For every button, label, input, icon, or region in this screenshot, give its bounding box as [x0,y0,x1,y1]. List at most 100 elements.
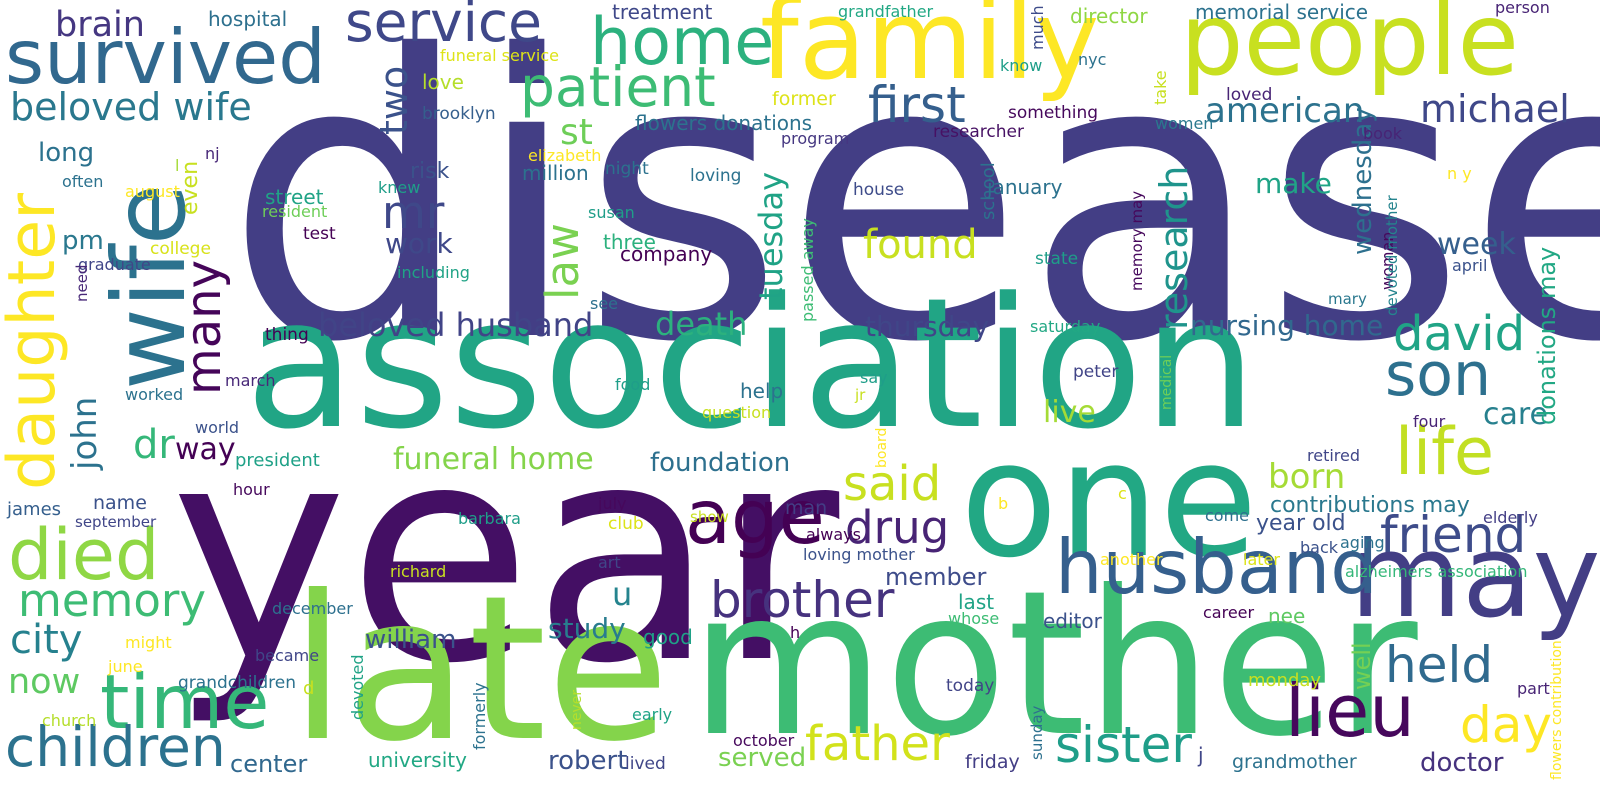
word-found: found [863,222,978,268]
word-funeral-service: funeral service [440,46,559,65]
word-born: born [1268,457,1346,497]
word-l: l [175,156,180,175]
word-c: c [1118,484,1127,503]
word-michael: michael [1420,87,1570,131]
word-another: another [1100,550,1163,569]
word-show: show [690,508,729,526]
word-worked: worked [125,385,184,404]
word-friday: friday [965,751,1020,773]
word-resident: resident [262,202,328,221]
word-u: u [612,575,633,613]
word-elderly: elderly [1483,508,1538,527]
word-president: president [235,450,320,471]
word-beloved-husband: beloved husband [318,306,594,344]
word-memory: memory [18,574,207,627]
word-became: became [255,646,320,665]
word-university: university [368,748,467,772]
word-program: program [781,129,850,148]
word-week: week [1437,227,1516,262]
word-state: state [1035,249,1079,269]
word-question: question [702,403,772,422]
word-barbara: barbara [458,509,521,528]
word-know: know [1000,56,1043,75]
word-contributions-may: contributions may [1270,493,1470,518]
word-loving-mother: loving mother [803,545,915,564]
word-nyc: nyc [1078,50,1107,69]
word-john: john [65,396,105,470]
word-nee: nee [1268,604,1306,628]
word-memory-may: memory may [1128,190,1146,291]
word-pm: pm [62,226,104,256]
word-even: even [178,160,203,215]
word-love: love [422,70,464,94]
word-mother: mother [690,548,1418,781]
word-board: board [874,427,890,468]
word-work: work [385,227,453,260]
word-retired: retired [1307,446,1361,465]
word-street: street [265,185,324,209]
word-grandmother: grandmother [1232,751,1357,773]
word-passed-away: passed away [798,218,817,322]
word-b: b [998,494,1009,513]
word-formerly: formerly [470,682,489,750]
word-club: club [608,514,644,534]
word-two: two [372,65,416,135]
word-now: now [8,662,81,702]
word-may: may [1350,510,1600,644]
word-center: center [230,750,308,778]
word-long: long [38,138,95,168]
word-say: say [860,368,888,387]
word-january: january [987,175,1063,199]
word-well: well [1348,642,1376,690]
word-april: april [1452,256,1488,275]
word-test: test [303,224,336,244]
word-foundation: foundation [650,448,791,478]
word-person: person [1495,0,1550,17]
word-first: first [868,76,966,134]
word-patient: patient [520,55,716,119]
word-survived: survived [5,13,326,101]
word-brooklyn: brooklyn [422,104,496,124]
word-company: company [620,242,713,266]
word-name: name [93,492,147,514]
word-october: october [733,731,795,750]
word-august: august [125,182,180,201]
word-member: member [885,563,987,591]
word-richard: richard [390,562,447,581]
word-beloved-wife: beloved wife [10,85,252,129]
word-elizabeth: elizabeth [528,146,602,165]
word-doctor: doctor [1420,748,1504,778]
word-mr: mr [382,186,445,239]
word-might: might [125,633,172,652]
word-memorial-service: memorial service [1195,0,1369,24]
word-william: william [365,625,457,655]
word-thing: thing [265,325,309,345]
word-j: j [1198,743,1204,767]
word-often: often [62,172,104,191]
word-women: women [1155,114,1214,133]
word-one: one [960,406,1258,593]
word-grandfather: grandfather [838,2,934,21]
word-treatment: treatment [612,0,713,24]
word-aging: aging [1340,533,1385,552]
word-saturday: saturday [1030,317,1101,336]
word-research: research [1152,165,1196,330]
word-son: son [1385,340,1491,410]
word-last: last [958,590,995,614]
word-book: book [1363,124,1402,143]
word-day: day [1460,696,1552,754]
word-career: career [1203,603,1255,622]
word-thursday: thursday [865,310,990,343]
word-tuesday: tuesday [752,171,790,300]
word-see: see [590,294,619,313]
word-college: college [150,239,211,259]
word-early: early [632,705,673,724]
word-flowers-donations: flowers donations [635,111,813,135]
word-art: art [598,553,621,572]
word-service: service [345,0,543,54]
word-age: age [685,473,825,561]
word-city: city [10,617,83,663]
word-sunday: sunday [1028,705,1046,760]
word-help: help [740,379,784,403]
word-peter: peter [1073,362,1119,382]
